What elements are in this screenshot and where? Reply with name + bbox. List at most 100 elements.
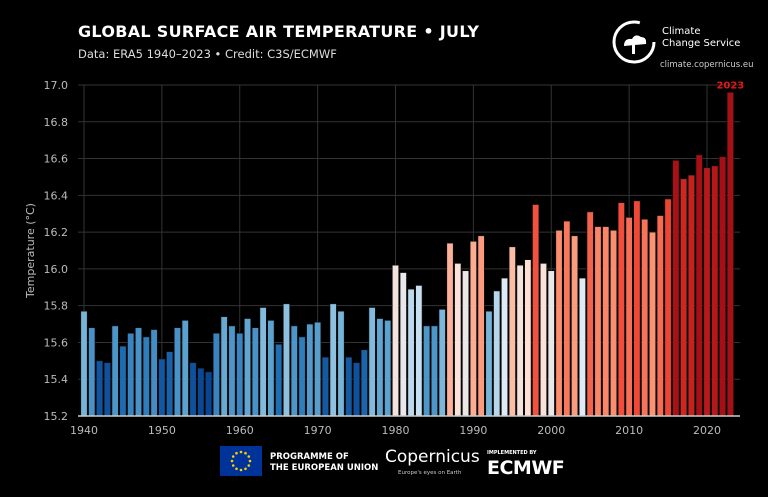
bar-1979 [384,320,392,417]
bar-1990 [469,241,477,417]
ccs-emblem-icon [612,20,656,64]
bar-1999 [539,263,547,417]
y-tick-label: 15.2 [44,410,69,423]
x-tick-label: 1960 [226,424,254,437]
bar-1972 [329,303,337,417]
bar-1960 [236,332,244,417]
chart-subtitle: Data: ERA5 1940–2023 • Credit: C3S/ECMWF [78,47,337,61]
bar-1951 [166,351,174,417]
x-tick-label: 2020 [693,424,721,437]
bar-1965 [275,343,283,417]
bar-2016 [672,160,680,417]
y-tick-label: 16.4 [44,189,69,202]
bar-2000 [547,270,555,417]
bar-1947 [135,327,143,417]
bar-2012 [641,218,649,417]
bar-1941 [88,327,96,417]
x-tick-label: 1940 [70,424,98,437]
bar-1942 [96,360,104,417]
bar-2011 [633,200,641,417]
bar-1948 [142,336,150,417]
ccs-line2: Change Service [662,38,741,49]
bar-1978 [376,318,384,417]
bar-2013 [648,231,656,417]
bar-1975 [353,362,361,417]
bar-1991 [477,235,485,417]
bar-1955 [197,367,205,417]
bar-2014 [656,215,664,417]
bar-2018 [687,174,695,417]
bar-1977 [368,307,376,417]
bar-1943 [103,362,111,417]
copernicus-logo: Copernicus [385,447,480,467]
bar-1984 [423,325,431,417]
ecmwf-implemented-label: IMPLEMENTED BY [487,450,537,456]
bar-1997 [524,259,532,417]
eu-line2: THE EUROPEAN UNION [270,463,379,473]
bar-2004 [578,277,586,417]
bar-2015 [664,198,672,417]
bar-1986 [438,309,446,417]
bar-2022 [719,156,727,417]
ccs-url: climate.copernicus.eu [660,60,754,70]
bar-1959 [228,325,236,417]
bar-1957 [212,332,220,417]
bar-1989 [462,270,470,417]
bar-2005 [586,211,594,417]
bar-1954 [189,362,197,417]
y-tick-label: 15.8 [44,300,69,313]
eu-flag-icon [220,446,262,476]
x-tick-label: 1980 [382,424,410,437]
bar-1982 [407,288,415,417]
bar-2006 [594,226,602,417]
y-tick-label: 15.4 [44,373,69,386]
bar-1944 [111,325,119,417]
annotation-label: 2023 [716,80,744,91]
eu-line1: PROGRAMME OF [270,452,349,462]
bar-1967 [290,325,298,417]
y-tick-label: 16.6 [44,153,69,166]
y-tick-label: 16.8 [44,116,69,129]
bar-1950 [158,358,166,417]
y-tick-label: 16.0 [44,263,69,276]
x-tick-label: 2000 [537,424,565,437]
bar-1985 [430,325,438,417]
bar-1962 [251,327,259,417]
x-tick-label: 2010 [615,424,643,437]
bar-2003 [571,235,579,417]
y-tick-label: 15.6 [44,336,69,349]
bar-1952 [173,327,181,417]
bar-2007 [602,226,610,417]
bar-1971 [321,356,329,417]
bar-2010 [625,217,633,417]
bar-1995 [508,246,516,417]
bar-2023 [726,92,734,417]
bar-1973 [337,310,345,417]
bar-1981 [399,272,407,417]
bar-1968 [298,336,306,417]
bar-2001 [555,229,563,417]
bar-2019 [695,154,703,417]
bar-1970 [314,321,322,417]
bar-2017 [680,178,688,417]
bar-1992 [485,310,493,417]
bar-1953 [181,320,189,417]
bar-1998 [532,204,540,417]
bar-1983 [415,285,423,417]
bar-1976 [360,349,368,417]
ecmwf-logo: ECMWF [487,457,565,479]
bar-1958 [220,316,228,417]
bar-1969 [306,323,314,417]
x-tick-label: 1970 [304,424,332,437]
bar-2021 [711,165,719,417]
bar-1946 [127,332,135,417]
bar-1945 [119,345,127,417]
copernicus-tagline: Europe's eyes on Earth [398,470,462,476]
bar-1940 [80,310,88,417]
y-tick-label: 17.0 [44,79,69,92]
x-tick-label: 1990 [459,424,487,437]
x-tick-label: 1950 [148,424,176,437]
bar-1988 [454,263,462,417]
bar-1966 [282,303,290,417]
y-axis-label: Temperature (°C) [24,203,37,299]
